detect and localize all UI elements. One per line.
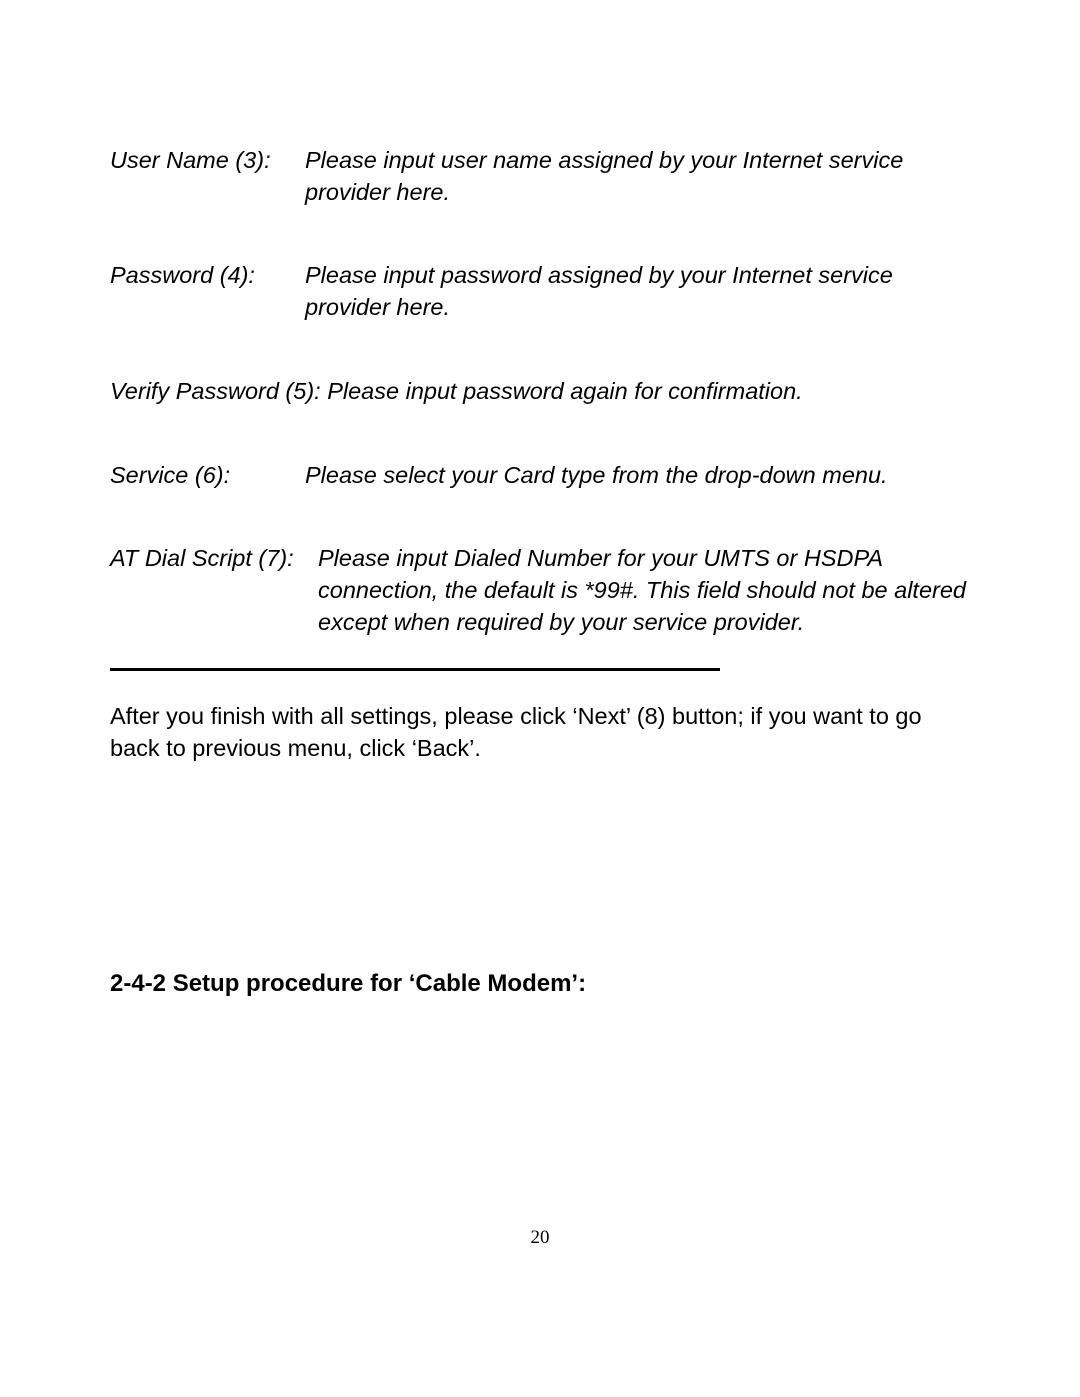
field-label: User Name (3): [110, 145, 305, 177]
field-row-service: Service (6): Please select your Card typ… [110, 460, 970, 492]
field-label: Password (4): [110, 260, 305, 292]
field-row-username: User Name (3): Please input user name as… [110, 145, 970, 208]
field-label: Service (6): [110, 460, 305, 492]
field-description: Please input password assigned by your I… [305, 260, 970, 323]
instruction-text: After you finish with all settings, plea… [110, 701, 970, 764]
field-label: AT Dial Script (7): [110, 543, 318, 575]
field-row-atdial: AT Dial Script (7): Please input Dialed … [110, 543, 970, 638]
field-row-password: Password (4): Please input password assi… [110, 260, 970, 323]
document-page: User Name (3): Please input user name as… [0, 0, 1080, 1397]
horizontal-rule [110, 668, 720, 671]
field-description: Please select your Card type from the dr… [305, 460, 970, 492]
page-number: 20 [0, 1227, 1080, 1249]
section-heading: 2-4-2 Setup procedure for ‘Cable Modem’: [110, 970, 586, 998]
field-row-verify-password: Verify Password (5): Please input passwo… [110, 376, 970, 408]
field-description: Please input user name assigned by your … [305, 145, 970, 208]
field-description: Please input Dialed Number for your UMTS… [318, 543, 970, 638]
